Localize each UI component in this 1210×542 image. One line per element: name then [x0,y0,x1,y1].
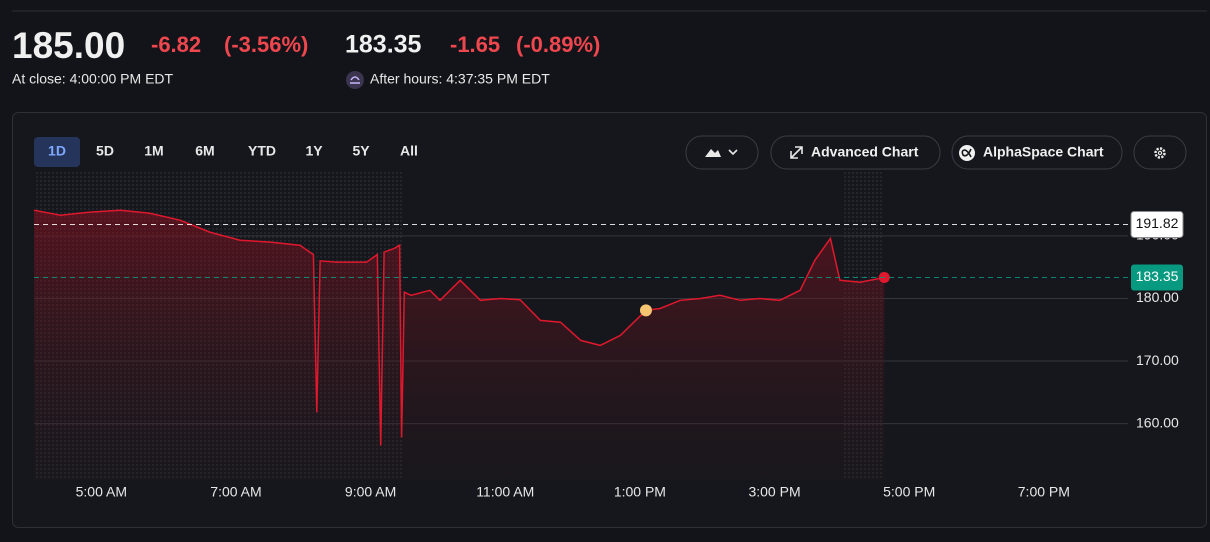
after-change: -1.65 [450,32,500,57]
range-tab[interactable]: All [400,143,418,159]
close-label: At close: 4:00:00 PM EDT [12,71,174,87]
range-tab-active[interactable] [34,137,80,167]
x-tick-label: 5:00 AM [76,484,127,500]
change-percent: (-3.56%) [224,32,308,57]
range-tab[interactable]: YTD [248,143,276,159]
reference-label-box [1131,264,1183,291]
y-tick-label: 180.00 [1136,289,1179,305]
range-tabs: 1D 5D 1M 6M YTD 1Y 5Y All [34,137,418,167]
range-tab[interactable]: 6M [195,143,214,159]
x-tick-label: 11:00 AM [476,484,534,500]
reference-label: 191.82 [1136,215,1179,231]
alpha-icon [959,145,975,161]
reference-label: 183.35 [1136,268,1179,284]
range-tab[interactable]: 1Y [305,143,323,159]
price-line [33,209,885,446]
x-tick-label: 9:00 AM [345,484,396,500]
settings-button[interactable] [1133,135,1187,170]
price: 185.00 [12,25,125,66]
settings-icon-center [1157,150,1163,156]
x-tick-label: 1:00 PM [614,484,666,500]
after-change-percent: (-0.89%) [516,32,600,57]
event-marker[interactable] [639,304,652,317]
alpha-icon-glyph [961,148,972,158]
x-tick-label: 7:00 PM [1018,484,1070,500]
range-tab[interactable]: 1M [144,143,163,159]
price-area [34,210,885,480]
moon-icon [346,71,364,89]
expand-icon [790,146,803,159]
after-label: After hours: 4:37:35 PM EDT [370,71,550,87]
moon-icon-glyph [350,76,360,84]
x-tick-label: 7:00 AM [210,484,261,500]
range-tab[interactable]: 5D [96,143,114,159]
after-price: 183.35 [345,31,422,59]
chart-type-button[interactable] [685,135,759,170]
advanced-chart-label: Advanced Chart [811,144,919,160]
advanced-chart-button[interactable] [770,135,941,170]
chart-type-icon [705,149,721,157]
reference-label-box [1130,210,1184,238]
y-tick-label: 160.00 [1136,414,1179,430]
alphaspace-chart-button[interactable] [951,135,1123,170]
x-tick-label: 3:00 PM [748,484,800,500]
x-tick-label: 5:00 PM [883,484,935,500]
settings-icon [1154,147,1166,159]
range-tab[interactable]: 1D [48,143,66,159]
range-tab[interactable]: 5Y [352,143,370,159]
alphaspace-chart-label: AlphaSpace Chart [983,144,1104,160]
chevron-icon [728,149,738,156]
change: -6.82 [151,32,201,57]
y-tick-label: 170.00 [1136,352,1179,368]
